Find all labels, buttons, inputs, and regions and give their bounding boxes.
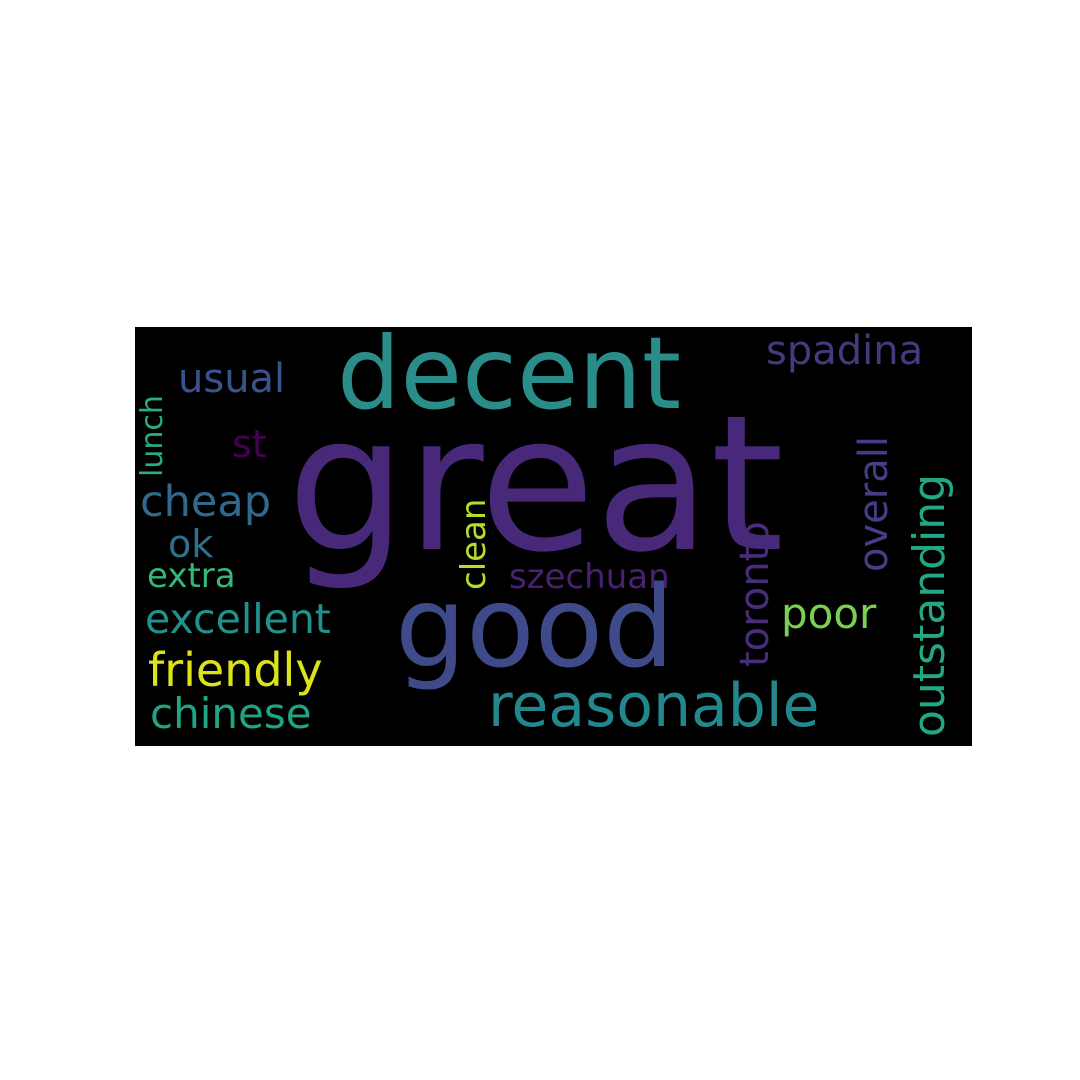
word-ok: ok <box>168 522 214 566</box>
word-overall: overall <box>851 436 897 572</box>
word-cheap: cheap <box>140 477 271 527</box>
word-clean: clean <box>454 498 494 590</box>
word-poor: poor <box>781 589 877 638</box>
word-excellent: excellent <box>145 595 331 643</box>
word-friendly: friendly <box>148 643 323 697</box>
word-toronto: toronto <box>732 521 778 667</box>
word-decent: decent <box>337 327 682 432</box>
word-spadina: spadina <box>766 328 924 374</box>
word-extra: extra <box>147 556 236 596</box>
word-cloud: great decent good reasonable outstanding… <box>135 327 972 746</box>
word-outstanding: outstanding <box>904 473 955 737</box>
word-great: great <box>287 375 785 594</box>
word-st: st <box>232 422 267 466</box>
word-chinese: chinese <box>150 689 312 738</box>
word-lunch: lunch <box>135 395 170 477</box>
word-szechuan: szechuan <box>509 557 670 597</box>
word-good: good <box>395 563 675 693</box>
word-reasonable: reasonable <box>488 671 820 741</box>
word-usual: usual <box>178 356 286 402</box>
